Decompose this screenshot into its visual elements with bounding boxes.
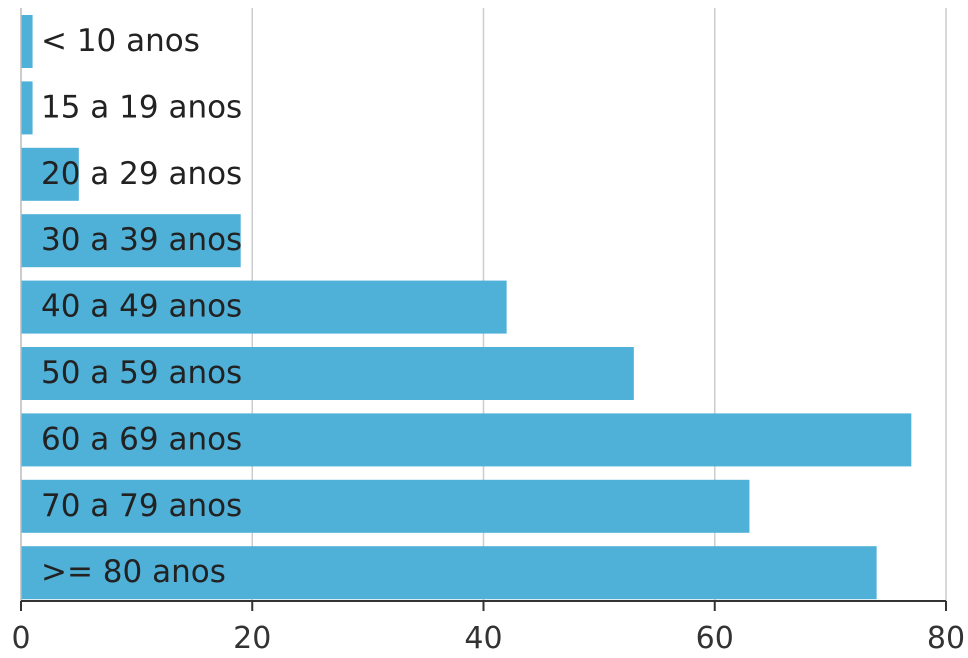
bar-label-6: 60 a 69 anos xyxy=(41,421,242,457)
bar-5 xyxy=(21,347,634,400)
bar-2 xyxy=(21,147,79,201)
bars xyxy=(21,15,912,600)
x-tick-label-0: 0 xyxy=(11,621,30,656)
bar-label-3: 30 a 39 anos xyxy=(41,222,242,258)
bar-label-2: 20 a 29 anos xyxy=(41,156,242,192)
bar-0 xyxy=(21,15,33,68)
bar-label-7: 70 a 79 anos xyxy=(41,488,242,524)
bar-6 xyxy=(21,413,912,467)
bar-labels: < 10 anos 15 a 19 anos 20 a 29 anos 30 a 39… xyxy=(41,23,242,590)
bar-1 xyxy=(21,81,33,135)
x-axis: 0 20 40 60 80 xyxy=(11,8,965,656)
bar-label-5: 50 a 59 anos xyxy=(41,355,242,391)
x-tick-label-60: 60 xyxy=(696,621,734,656)
x-tick-label-40: 40 xyxy=(464,621,502,656)
bar-label-1: 15 a 19 anos xyxy=(41,89,242,125)
bar-label-0: < 10 anos xyxy=(41,23,200,59)
bar-8 xyxy=(21,546,877,600)
bar-7 xyxy=(21,479,750,533)
bar-label-8: >= 80 anos xyxy=(41,554,226,590)
x-tick-label-80: 80 xyxy=(927,621,965,656)
bar-label-4: 40 a 49 anos xyxy=(41,289,242,325)
bar-3 xyxy=(21,214,241,268)
x-tick-label-20: 20 xyxy=(233,621,271,656)
bar-4 xyxy=(21,280,507,334)
